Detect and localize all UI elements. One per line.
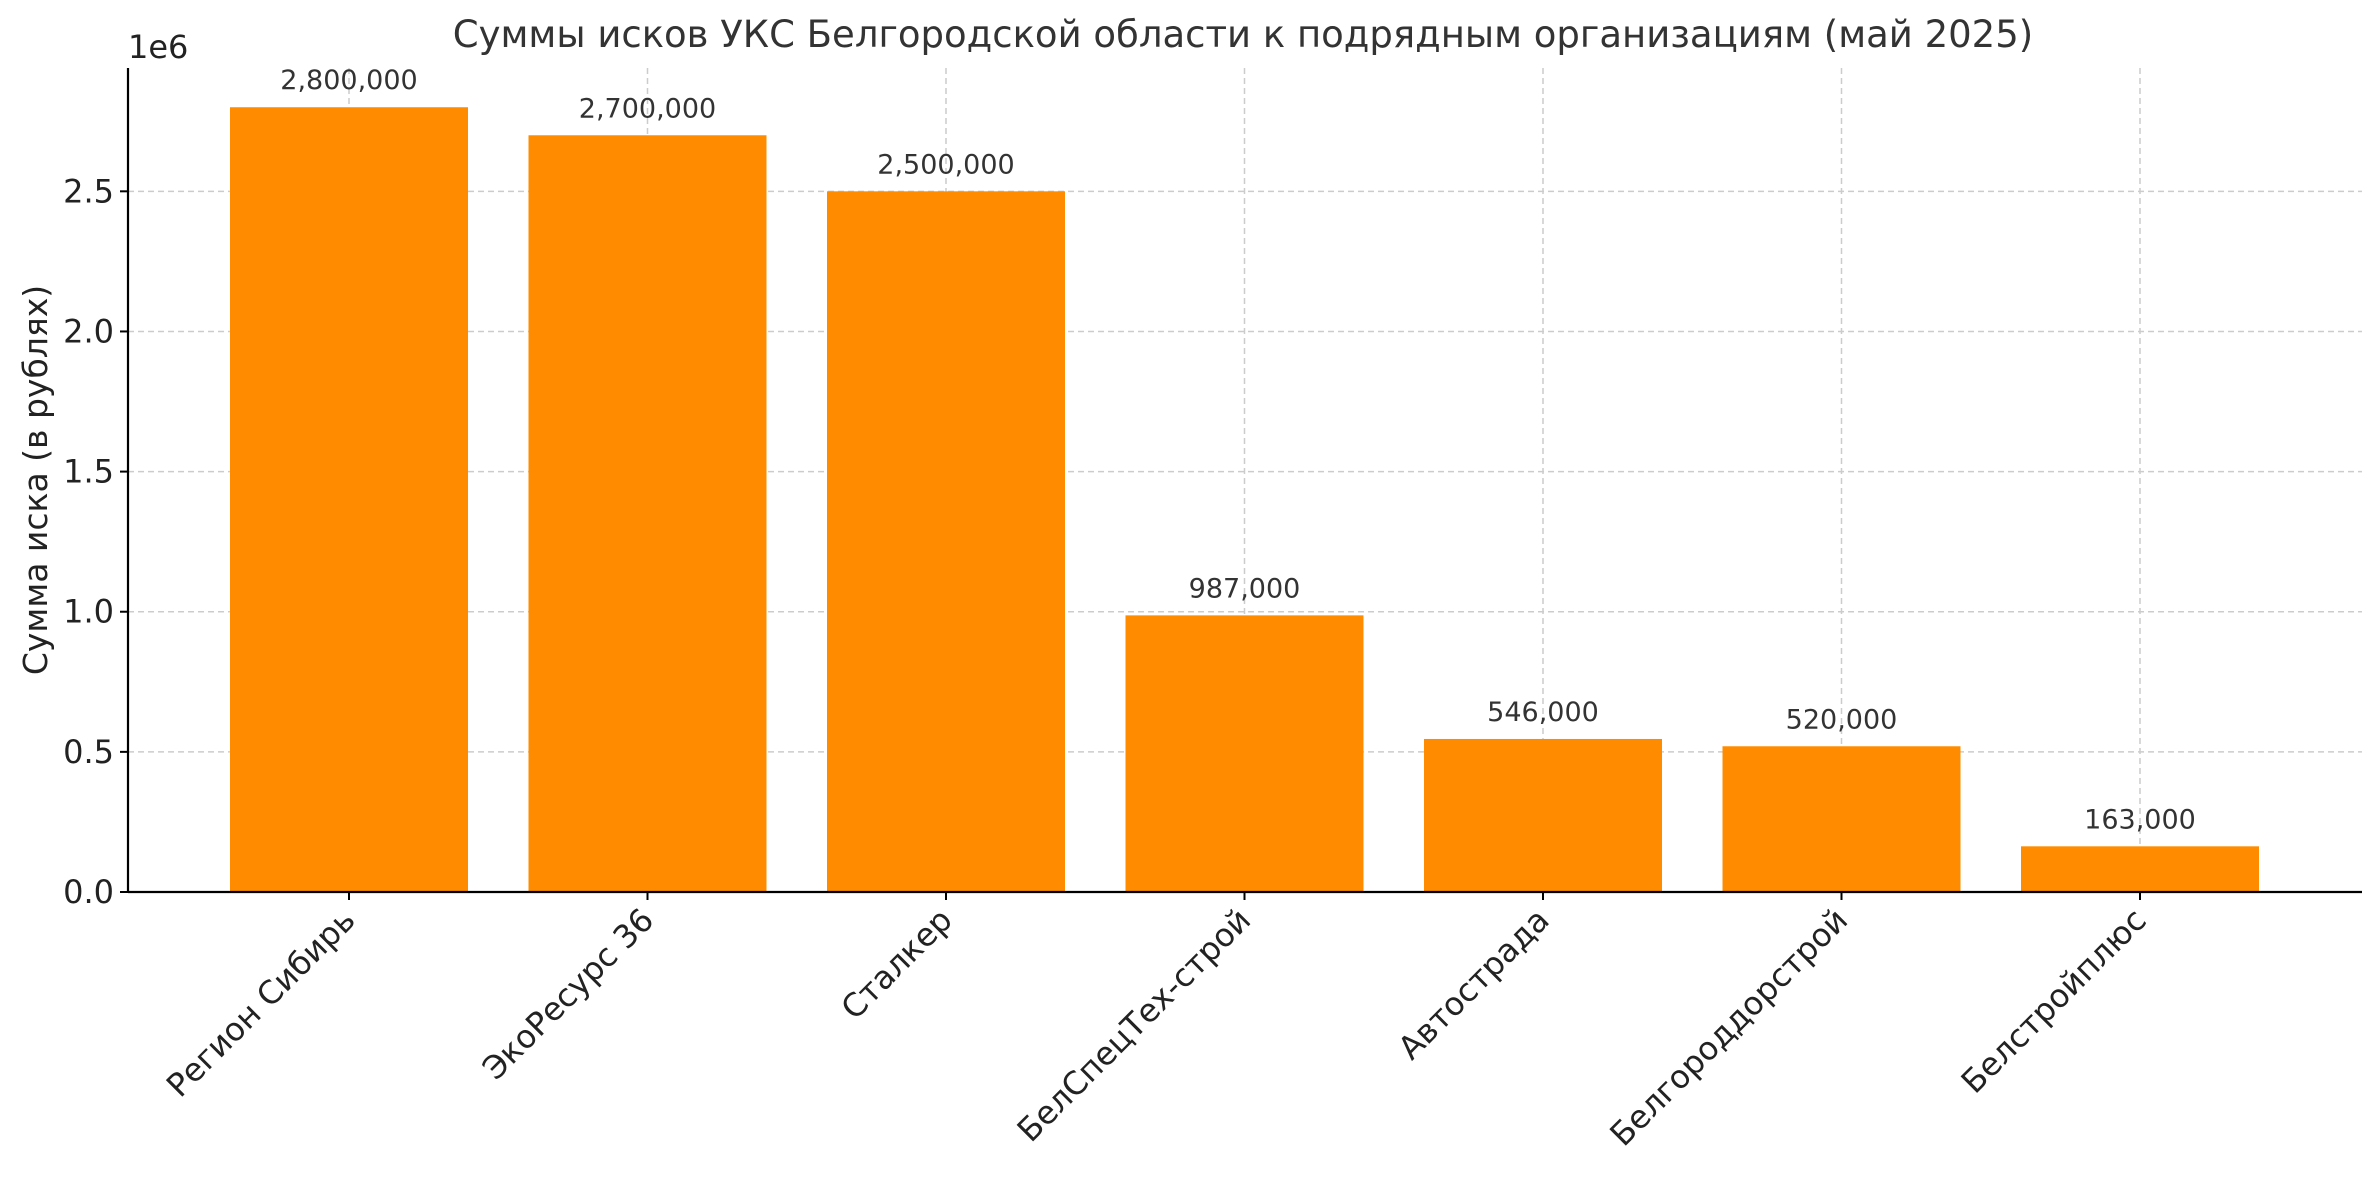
bar-value-label: 520,000: [1786, 704, 1898, 735]
x-tick-label: ЭкоРесурс 36: [475, 901, 661, 1087]
y-tick-label: 1.0: [63, 593, 114, 631]
x-tick-label: Регион Сибирь: [159, 901, 363, 1105]
y-tick-label: 2.5: [63, 172, 114, 210]
y-ticks: 0.0 0.5 1.0 1.5 2.0 2.5: [63, 172, 128, 911]
x-tick-label: БелСпецТех-строй: [1010, 901, 1259, 1150]
y-axis-label: Сумма иска (в рублях): [16, 285, 55, 675]
bar: [1424, 738, 1662, 892]
x-ticks: Регион Сибирь ЭкоРесурс 36 Сталкер БелСпецТ…: [159, 892, 2154, 1154]
bar: [827, 191, 1065, 893]
x-tick-label: Автострада: [1391, 901, 1557, 1067]
y-tick-label: 2.0: [63, 312, 114, 350]
bar-value-label: 987,000: [1189, 573, 1301, 604]
y-tick-label: 1.5: [63, 453, 114, 491]
y-axis-offset-label: 1e6: [128, 28, 188, 66]
chart-title: Суммы исков УКС Белгородской области к п…: [453, 13, 2033, 56]
bar-value-label: 2,700,000: [579, 93, 716, 124]
bar-value-label: 546,000: [1487, 697, 1599, 728]
bar-value-label: 2,800,000: [280, 65, 417, 96]
bar: [528, 135, 767, 892]
bar-value-label: 2,500,000: [877, 149, 1014, 180]
bar: [230, 107, 468, 892]
bar: [1722, 746, 1961, 892]
x-tick-label: Сталкер: [834, 901, 960, 1027]
bar: [2021, 846, 2259, 892]
bar: [1125, 615, 1364, 892]
x-tick-label: Белстройплюс: [1954, 901, 2154, 1101]
y-tick-label: 0.0: [63, 873, 114, 911]
y-tick-label: 0.5: [63, 733, 114, 771]
bar-value-label: 163,000: [2084, 804, 2196, 835]
bars: [230, 107, 2259, 893]
x-tick-label: Белгороддорстрой: [1602, 901, 1855, 1154]
data-labels: 2,800,000 2,700,000 2,500,000 987,000 546,00…: [280, 65, 2196, 835]
